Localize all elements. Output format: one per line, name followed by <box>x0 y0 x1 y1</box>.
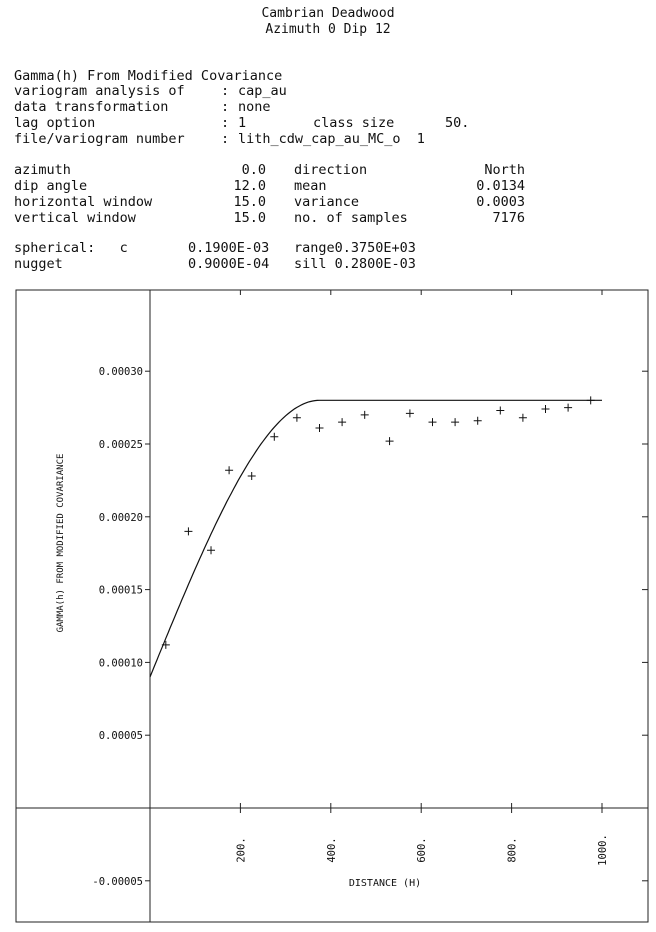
data-point <box>428 418 437 427</box>
chart-subtitle: Azimuth 0 Dip 12 <box>265 22 391 37</box>
param-label: horizontal window <box>14 194 153 210</box>
plot-frame <box>15 289 649 923</box>
info-colon: : <box>221 83 230 99</box>
x-tick-label: 200. <box>235 837 247 862</box>
y-tick-label: 0.00015 <box>99 585 143 597</box>
param-label: no. of samples <box>294 210 408 226</box>
data-point <box>405 409 414 418</box>
param-label: mean <box>294 178 327 194</box>
param-value: 7176 <box>492 210 525 226</box>
info-value-analysis: cap_au <box>238 83 287 99</box>
info-label-lag: lag option <box>14 115 96 131</box>
data-point <box>496 406 505 415</box>
model-label: spherical: c <box>14 240 128 256</box>
y-axis-label: GAMMA(h) FROM MODIFIED COVARIANCE <box>56 454 66 633</box>
param-value: 0.0003 <box>476 194 525 210</box>
data-point <box>207 546 216 555</box>
data-point <box>473 416 482 425</box>
data-point <box>338 418 347 427</box>
model-curve <box>149 399 602 678</box>
model-value: 0.1900E-03 <box>188 240 270 256</box>
y-tick-label: 0.00030 <box>99 366 143 378</box>
model-extra: range0.3750E+03 <box>294 240 416 256</box>
x-tick-label: 1000. <box>597 834 609 866</box>
y-tick-label: 0.00005 <box>99 730 143 742</box>
data-point <box>184 527 193 536</box>
info-heading: Gamma(h) From Modified Covariance <box>14 68 283 84</box>
y-tick-label: 0.00020 <box>99 512 143 524</box>
param-label: dip angle <box>14 178 88 194</box>
data-point <box>541 405 550 414</box>
param-label: direction <box>294 162 368 178</box>
x-tick-label: 600. <box>416 837 428 862</box>
x-tick-label: 400. <box>326 837 338 862</box>
param-value: 15.0 <box>233 194 266 210</box>
info-class-size-value: 50. <box>445 115 470 131</box>
data-point <box>247 472 256 481</box>
y-tick-label: 0.00010 <box>99 657 143 669</box>
data-point <box>564 403 573 412</box>
info-label-file: file/variogram number <box>14 131 185 147</box>
info-colon: : <box>221 99 230 115</box>
x-axis-label: DISTANCE (H) <box>349 878 421 889</box>
data-point <box>518 413 527 422</box>
data-point <box>451 418 460 427</box>
param-value: 12.0 <box>233 178 266 194</box>
info-value-file: lith_cdw_cap_au_MC_o 1 <box>238 131 425 147</box>
model-label: nugget <box>14 256 63 272</box>
data-point <box>385 437 394 446</box>
model-extra: sill 0.2800E-03 <box>294 256 416 272</box>
data-point <box>315 423 324 432</box>
param-label: variance <box>294 194 360 210</box>
data-point <box>360 410 369 419</box>
info-class-size-label: class size <box>313 115 395 131</box>
info-label-transformation: data transformation <box>14 99 169 115</box>
param-label: azimuth <box>14 162 71 178</box>
data-point <box>292 413 301 422</box>
info-colon: : <box>221 131 230 147</box>
data-point <box>586 396 595 405</box>
info-value-lag: 1 <box>238 115 247 131</box>
x-tick-label: 800. <box>507 837 519 862</box>
y-tick-label: -0.00005 <box>92 876 143 888</box>
param-value: 0.0134 <box>476 178 525 194</box>
param-value: 15.0 <box>233 210 266 226</box>
data-point <box>161 640 170 649</box>
info-label-analysis: variogram analysis of <box>14 83 185 99</box>
data-point <box>270 432 279 441</box>
info-colon: : <box>221 115 230 131</box>
chart-title: Cambrian Deadwood <box>261 6 395 21</box>
model-value: 0.9000E-04 <box>188 256 270 272</box>
param-label: vertical window <box>14 210 136 226</box>
data-point <box>225 466 234 475</box>
y-tick-label: 0.00025 <box>99 439 143 451</box>
param-value: 0.0 <box>241 162 266 178</box>
info-value-transformation: none <box>238 99 271 115</box>
param-value: North <box>484 162 525 178</box>
